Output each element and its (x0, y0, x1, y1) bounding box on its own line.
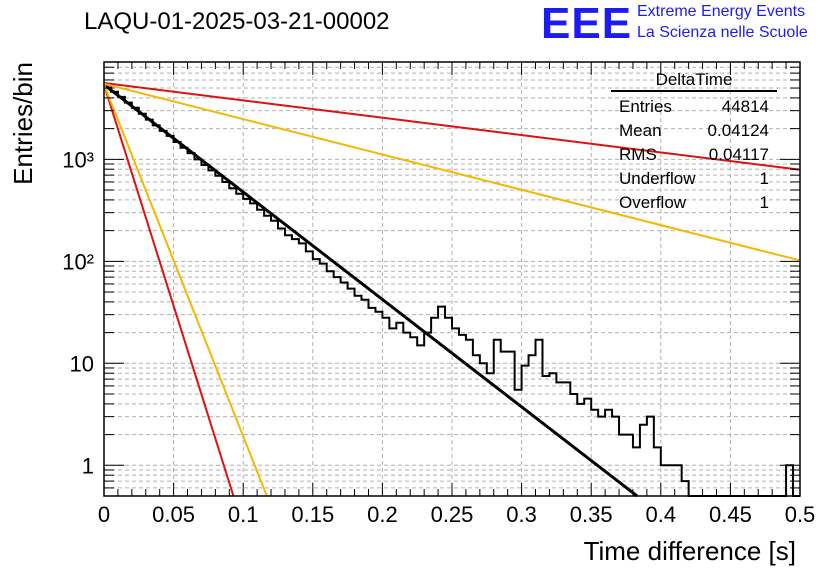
stats-value: 1 (759, 169, 769, 188)
stats-row-underflow: Underflow 1 (611, 167, 777, 191)
stats-value: 44814 (721, 97, 769, 116)
stats-row-rms: RMS 0.04117 (611, 143, 777, 167)
stats-value: 1 (759, 193, 769, 212)
x-tick-label: 0.2 (367, 502, 398, 527)
y-tick-label: 1 (82, 453, 94, 478)
x-tick-label: 0.3 (506, 502, 537, 527)
series-orange-fast (103, 84, 268, 497)
grid-lines (104, 61, 800, 497)
series-red-fast (103, 84, 235, 497)
x-axis-label: Time difference [s] (584, 536, 796, 566)
logo-tagline-2: La Scienza nelle Scuole (637, 24, 808, 41)
series-fit (103, 83, 639, 498)
stats-label: Mean (619, 121, 662, 140)
histogram-deltatime (104, 84, 800, 497)
y-axis-label: Entries/bin (8, 62, 38, 185)
stats-label: Entries (619, 97, 672, 116)
stats-row-overflow: Overflow 1 (611, 191, 777, 215)
logo-tagline-1: Extreme Energy Events (637, 3, 806, 20)
x-tick-label: 0.1 (228, 502, 259, 527)
stats-label: RMS (619, 145, 657, 164)
x-tick-label: 0.35 (570, 502, 613, 527)
stats-value: 0.04117 (708, 145, 769, 164)
x-tick-label: 0.4 (646, 502, 677, 527)
y-tick-label: 10² (62, 249, 94, 274)
y-tick-label: 10³ (62, 147, 94, 172)
y-tick-label: 10 (70, 351, 94, 376)
stats-row-entries: Entries 44814 (611, 95, 777, 119)
x-tick-label: 0 (98, 502, 110, 527)
tick-labels: 0 0.05 0.1 0.15 0.2 0.25 0.3 0.35 0.4 0.45 0.5 1 10 1… (62, 147, 815, 527)
stats-row-mean: Mean 0.04124 (611, 119, 777, 143)
x-tick-label: 0.45 (709, 502, 752, 527)
stats-value: 0.04124 (707, 121, 769, 140)
series-layer (103, 82, 801, 498)
axis-ticks (103, 61, 801, 497)
stats-label: Overflow (619, 193, 687, 212)
series-orange-slow (103, 82, 801, 262)
stats-title: DeltaTime (611, 69, 777, 92)
x-tick-label: 0.15 (291, 502, 334, 527)
chart-title: LAQU-01-2025-03-21-00002 (84, 8, 390, 35)
x-tick-label: 0.5 (785, 502, 816, 527)
x-tick-label: 0.25 (431, 502, 474, 527)
series-red-slow (103, 82, 801, 171)
stats-box: DeltaTime Entries 44814 Mean 0.04124 RMS… (611, 69, 777, 215)
stats-label: Underflow (619, 169, 696, 188)
eee-logo: EEE (541, 0, 633, 48)
x-tick-label: 0.05 (152, 502, 195, 527)
